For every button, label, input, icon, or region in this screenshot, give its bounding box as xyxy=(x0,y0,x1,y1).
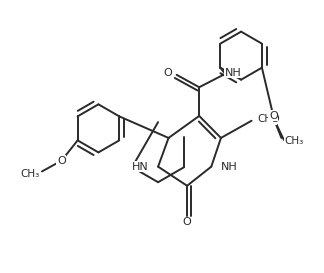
Text: CH₃: CH₃ xyxy=(257,114,277,124)
Text: O: O xyxy=(183,217,191,227)
Text: O: O xyxy=(269,111,278,121)
Text: HN: HN xyxy=(132,162,148,172)
Text: CH₃: CH₃ xyxy=(284,136,303,146)
Text: NH: NH xyxy=(221,162,238,172)
Text: O: O xyxy=(164,68,172,78)
Text: NH: NH xyxy=(225,68,242,78)
Text: O: O xyxy=(57,156,66,166)
Text: O: O xyxy=(270,114,279,124)
Text: CH₃: CH₃ xyxy=(20,169,40,179)
